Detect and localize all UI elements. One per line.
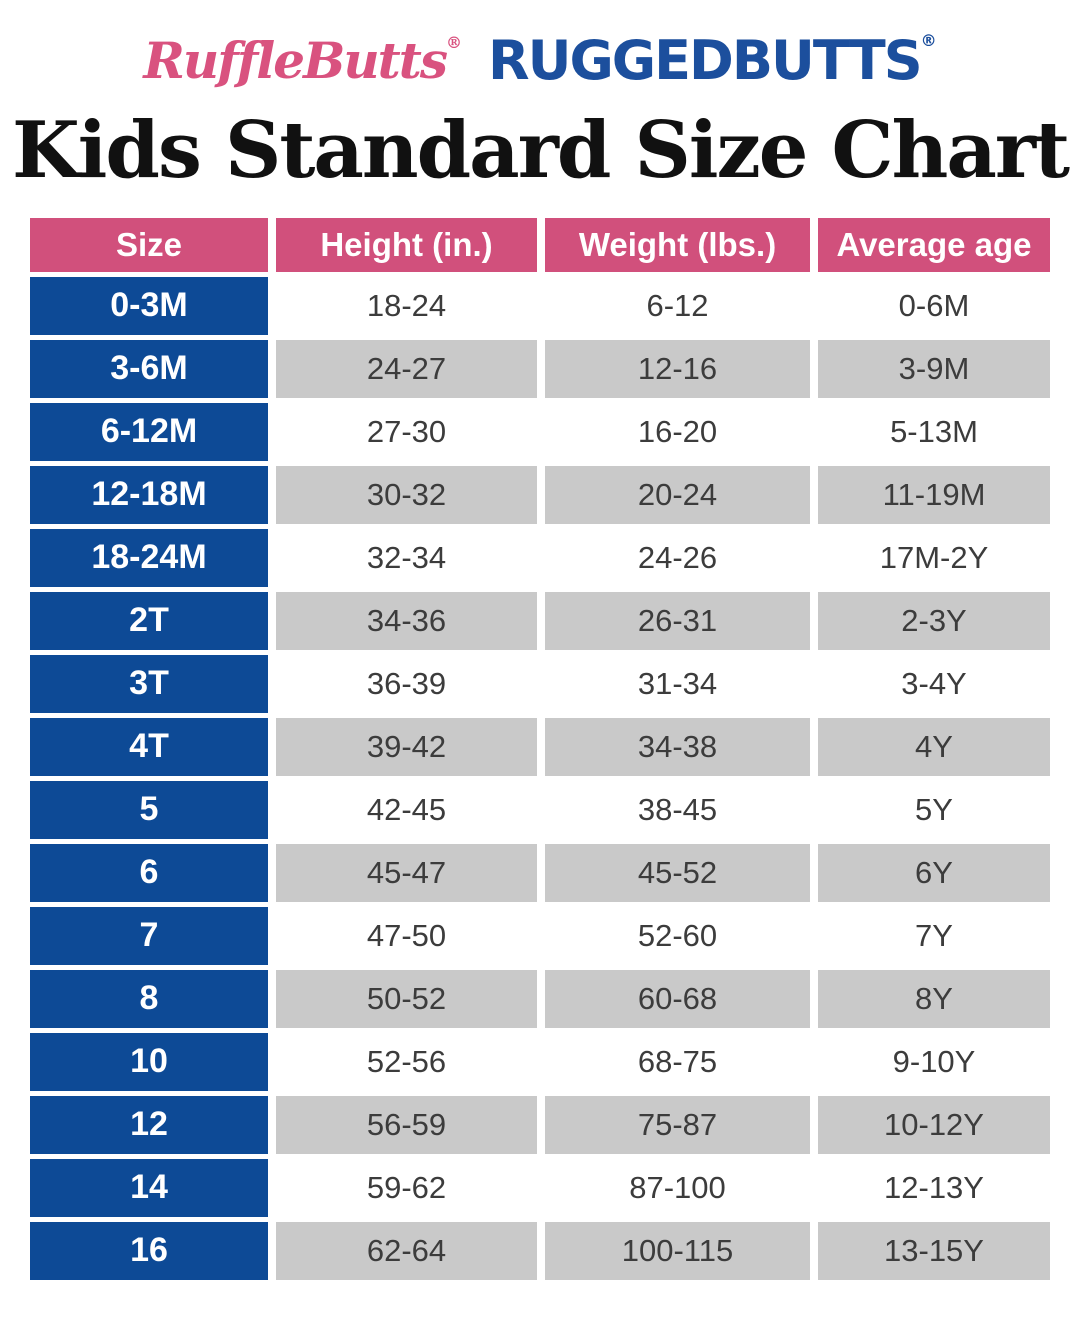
data-cell: 52-60: [545, 906, 810, 965]
data-cell: 12-13Y: [818, 1158, 1050, 1217]
size-cell: 7: [30, 906, 268, 965]
size-cell: 4T: [30, 717, 268, 776]
rufflebutts-logo-text: RuffleButts: [143, 30, 448, 90]
data-cell: 32-34: [276, 528, 537, 587]
data-cell: 31-34: [545, 654, 810, 713]
column-header-size: Size: [30, 217, 268, 272]
size-cell: 8: [30, 969, 268, 1028]
size-chart-table: Size Height (in.) Weight (lbs.) Average age…: [30, 217, 1050, 1280]
data-cell: 34-36: [276, 591, 537, 650]
data-cell: 68-75: [545, 1032, 810, 1091]
size-cell: 2T: [30, 591, 268, 650]
ruggedbutts-logo-text: RUGGEDBUTTS: [488, 28, 923, 92]
data-cell: 7Y: [818, 906, 1050, 965]
data-cell: 17M-2Y: [818, 528, 1050, 587]
data-cell: 26-31: [545, 591, 810, 650]
data-cell: 16-20: [545, 402, 810, 461]
data-cell: 13-15Y: [818, 1221, 1050, 1280]
data-cell: 3-9M: [818, 339, 1050, 398]
size-cell: 6-12M: [30, 402, 268, 461]
data-cell: 56-59: [276, 1095, 537, 1154]
data-cell: 87-100: [545, 1158, 810, 1217]
data-cell: 24-27: [276, 339, 537, 398]
data-cell: 45-52: [545, 843, 810, 902]
data-cell: 5Y: [818, 780, 1050, 839]
data-cell: 42-45: [276, 780, 537, 839]
data-cell: 5-13M: [818, 402, 1050, 461]
data-cell: 30-32: [276, 465, 537, 524]
size-cell: 0-3M: [30, 276, 268, 335]
size-cell: 12-18M: [30, 465, 268, 524]
data-cell: 47-50: [276, 906, 537, 965]
data-cell: 12-16: [545, 339, 810, 398]
registered-trademark-icon: ®: [920, 30, 937, 50]
data-cell: 24-26: [545, 528, 810, 587]
data-cell: 20-24: [545, 465, 810, 524]
size-cell: 16: [30, 1221, 268, 1280]
data-cell: 59-62: [276, 1158, 537, 1217]
data-cell: 2-3Y: [818, 591, 1050, 650]
data-cell: 38-45: [545, 780, 810, 839]
data-cell: 27-30: [276, 402, 537, 461]
data-cell: 6-12: [545, 276, 810, 335]
size-cell: 14: [30, 1158, 268, 1217]
data-cell: 6Y: [818, 843, 1050, 902]
data-cell: 3-4Y: [818, 654, 1050, 713]
registered-trademark-icon: ®: [446, 32, 463, 52]
size-cell: 3T: [30, 654, 268, 713]
size-cell: 12: [30, 1095, 268, 1154]
data-cell: 75-87: [545, 1095, 810, 1154]
data-cell: 8Y: [818, 969, 1050, 1028]
data-cell: 62-64: [276, 1221, 537, 1280]
column-header-weight-lbs: Weight (lbs.): [545, 217, 810, 272]
data-cell: 60-68: [545, 969, 810, 1028]
column-header-average-age: Average age: [818, 217, 1050, 272]
page-title: Kids Standard Size Chart: [12, 105, 1070, 196]
column-header-height-in: Height (in.): [276, 217, 537, 272]
data-cell: 9-10Y: [818, 1032, 1050, 1091]
size-cell: 18-24M: [30, 528, 268, 587]
data-cell: 39-42: [276, 717, 537, 776]
size-cell: 10: [30, 1032, 268, 1091]
data-cell: 4Y: [818, 717, 1050, 776]
size-cell: 5: [30, 780, 268, 839]
data-cell: 52-56: [276, 1032, 537, 1091]
data-cell: 0-6M: [818, 276, 1050, 335]
size-cell: 3-6M: [30, 339, 268, 398]
data-cell: 18-24: [276, 276, 537, 335]
data-cell: 100-115: [545, 1221, 810, 1280]
ruggedbutts-logo: RUGGEDBUTTS®: [488, 29, 937, 92]
data-cell: 34-38: [545, 717, 810, 776]
data-cell: 11-19M: [818, 465, 1050, 524]
data-cell: 50-52: [276, 969, 537, 1028]
rufflebutts-logo: RuffleButts®: [143, 31, 462, 90]
brand-logos: RuffleButts® RUGGEDBUTTS®: [0, 0, 1080, 94]
data-cell: 45-47: [276, 843, 537, 902]
data-cell: 10-12Y: [818, 1095, 1050, 1154]
data-cell: 36-39: [276, 654, 537, 713]
size-cell: 6: [30, 843, 268, 902]
